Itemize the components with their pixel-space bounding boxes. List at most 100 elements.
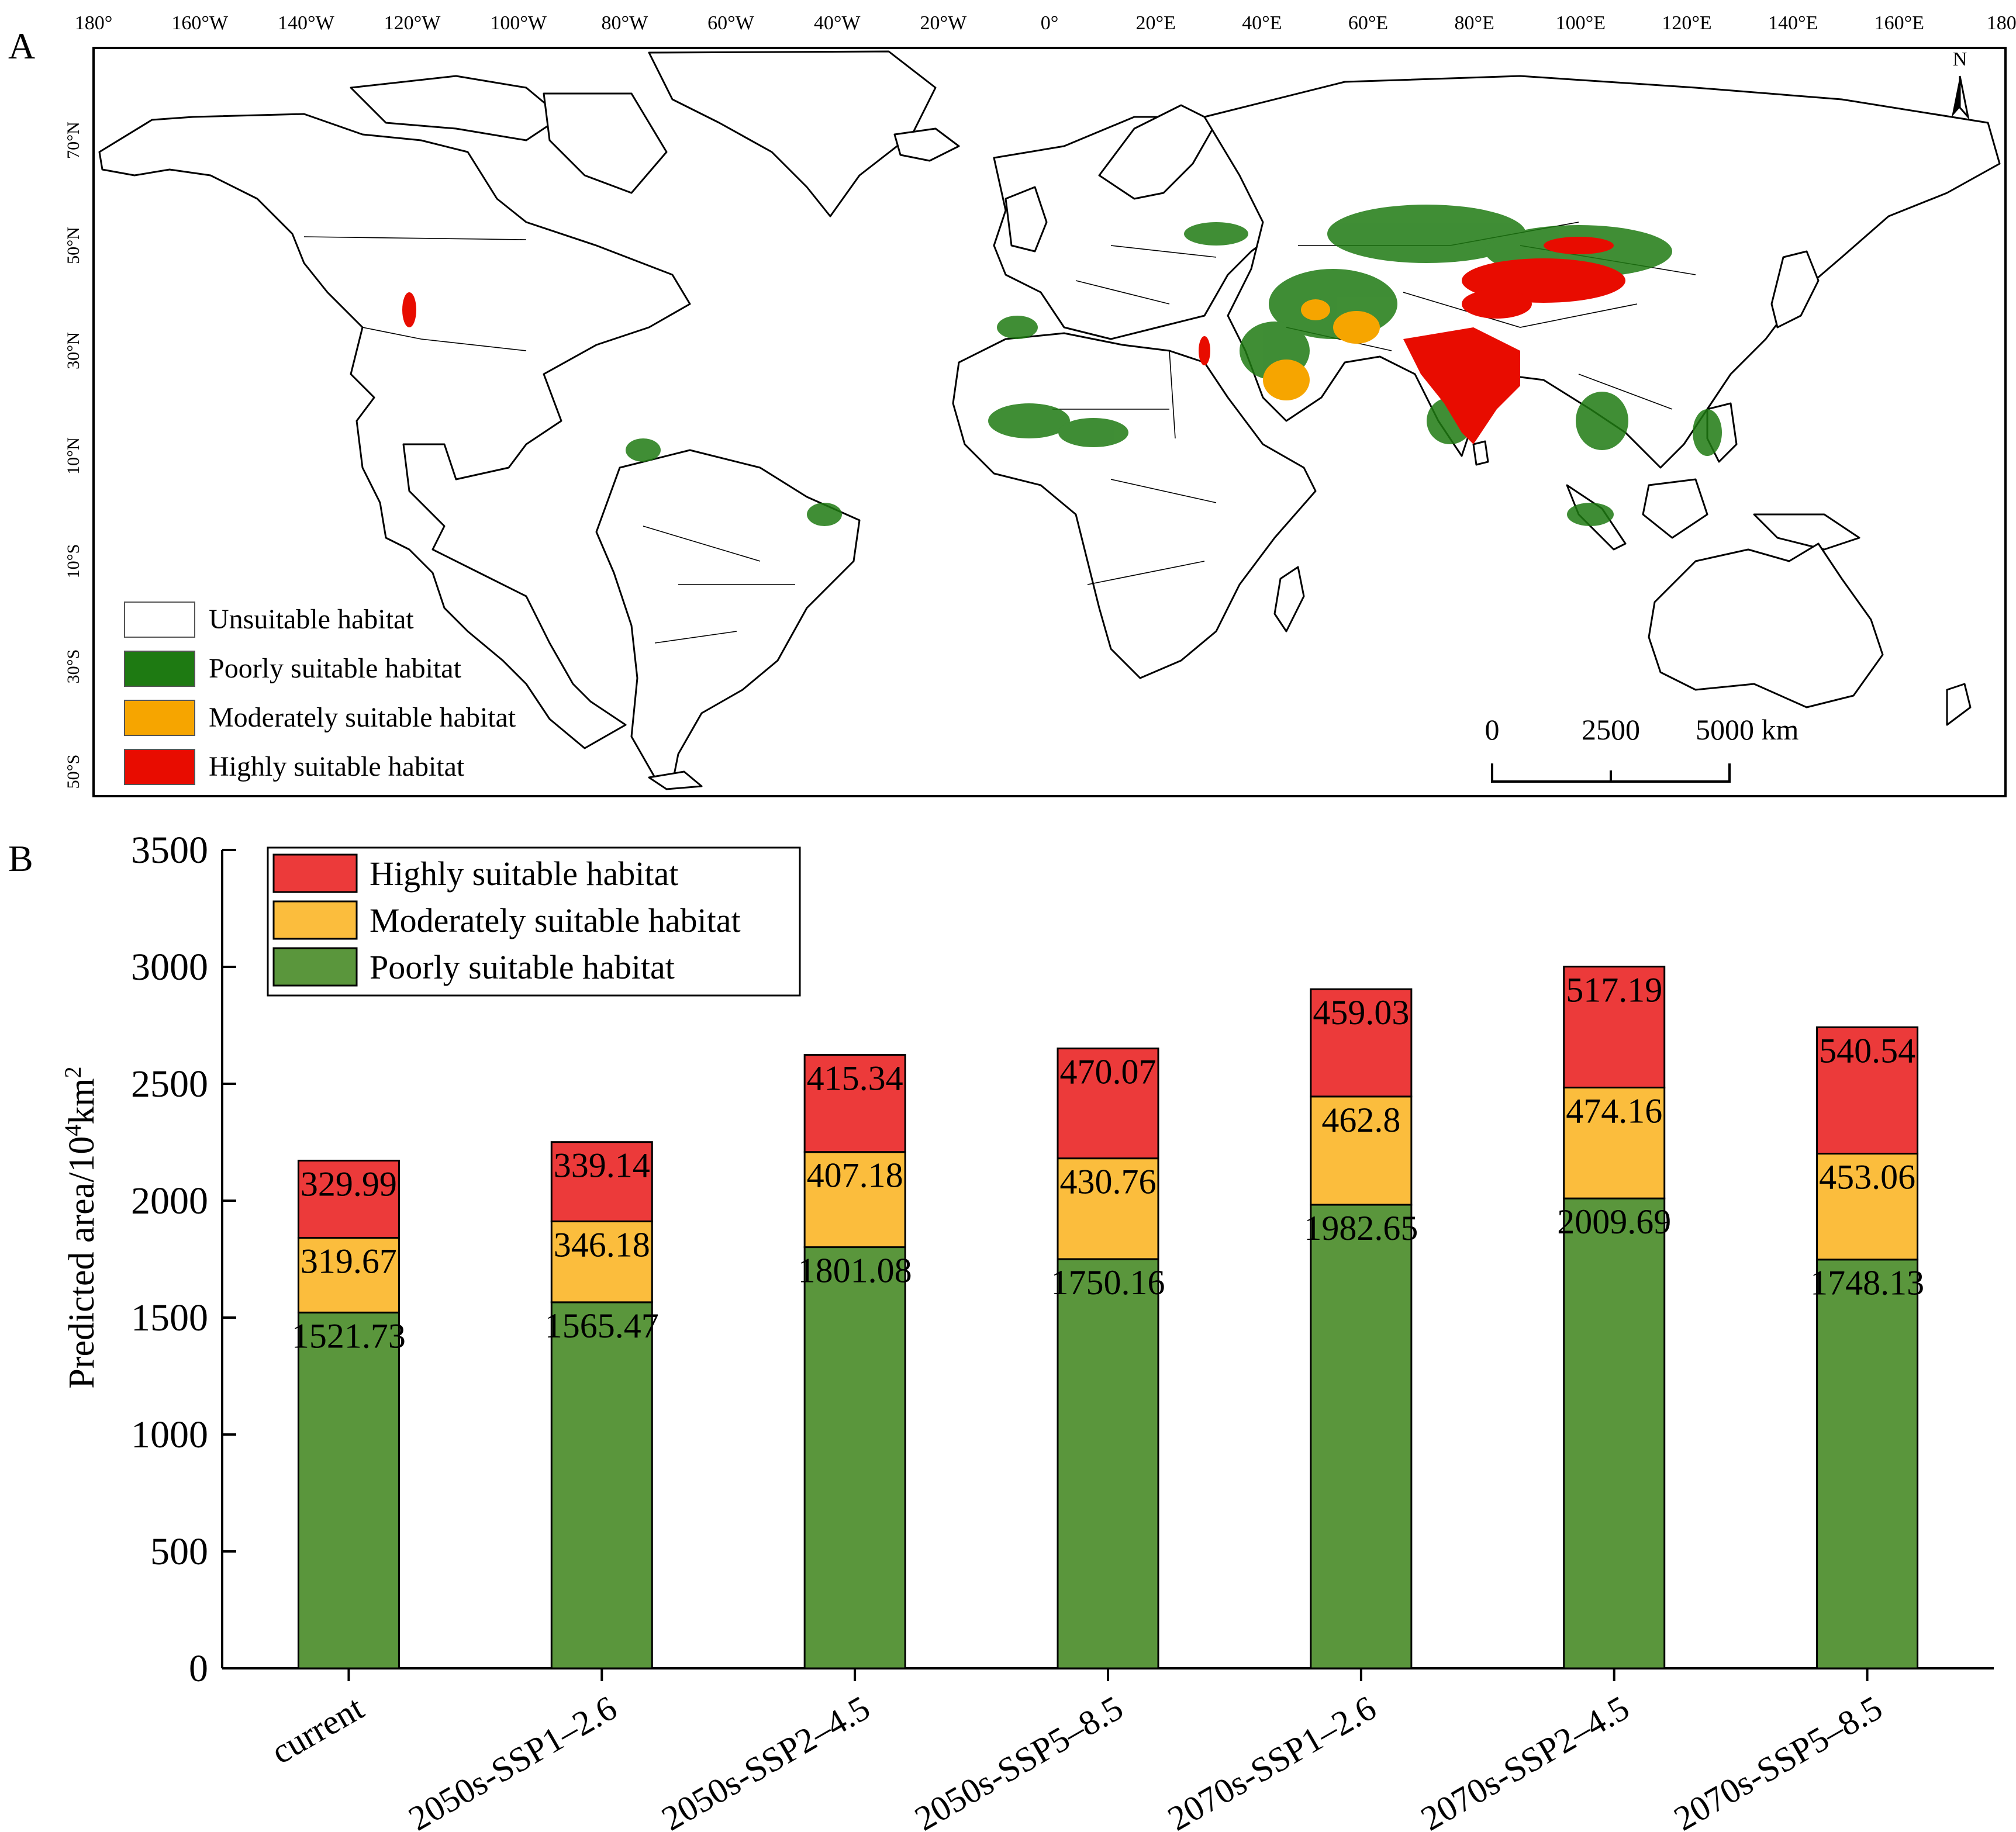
bar-value-label: 470.07	[1060, 1053, 1157, 1091]
longitude-label: 20°E	[1135, 12, 1175, 34]
longitude-label: 80°W	[601, 12, 648, 34]
longitude-label: 180°	[1987, 12, 2016, 34]
latitude-label: 10°N	[64, 437, 83, 475]
map-legend-swatch	[124, 602, 195, 638]
chart-legend-swatch	[272, 853, 358, 893]
bar-value-label: 1748.13	[1810, 1264, 1924, 1302]
y-tick-label: 3000	[131, 946, 208, 988]
latitude-label: 70°N	[64, 122, 83, 159]
y-tick-label: 2000	[131, 1180, 208, 1222]
longitude-label: 180°	[75, 12, 113, 34]
bar-value-label: 540.54	[1819, 1031, 1915, 1070]
landmass-greenland	[648, 50, 937, 217]
map-legend-label: Moderately suitable habitat	[209, 702, 516, 733]
bar-value-label: 1750.16	[1051, 1263, 1165, 1302]
bar-segment	[1563, 1197, 1666, 1669]
bar-value-label: 329.99	[301, 1164, 397, 1203]
y-tick-label: 500	[150, 1530, 208, 1573]
x-tick-label: 2070s-SSP5–8.5	[1668, 1688, 1889, 1832]
y-tick-label: 0	[189, 1647, 208, 1690]
bar-segment	[1816, 1026, 1919, 1155]
x-tick-label: 2050s-SSP2–4.5	[655, 1688, 876, 1832]
scale-label-5000: 5000 km	[1696, 713, 1799, 746]
map-legend-label: Unsuitable habitat	[209, 604, 414, 635]
map-legend-swatch	[124, 700, 195, 736]
bar-value-label: 407.18	[807, 1156, 903, 1195]
longitude-label: 60°W	[707, 12, 755, 34]
chart-legend-swatch	[272, 947, 358, 987]
bar-segment	[297, 1311, 400, 1669]
bar-segment	[1310, 1095, 1413, 1206]
bar-segment	[1816, 1259, 1919, 1669]
landmass-britain	[1004, 186, 1048, 253]
map-legend-label: Poorly suitable habitat	[209, 653, 462, 684]
x-tick-label: 2050s-SSP1–2.6	[402, 1688, 623, 1832]
country-borders	[303, 222, 1696, 644]
bar-value-label: 2009.69	[1557, 1202, 1671, 1241]
bar-segment	[803, 1054, 906, 1153]
bar-value-label: 1982.65	[1304, 1209, 1418, 1247]
landmass-baffin	[543, 92, 668, 194]
habitat-high-areas	[402, 237, 1625, 444]
landmass-canadian-arctic	[350, 75, 562, 141]
bar-value-label: 462.8	[1321, 1101, 1400, 1139]
longitude-label: 20°W	[920, 12, 967, 34]
landmass-sri-lanka	[1472, 440, 1489, 466]
longitude-label: 80°E	[1454, 12, 1494, 34]
bar-segment	[1563, 966, 1666, 1088]
longitude-label: 60°E	[1348, 12, 1388, 34]
x-tick-label: 2050s-SSP5–8.5	[908, 1688, 1129, 1832]
x-tick-label: current	[265, 1688, 370, 1771]
north-arrow-icon: N	[1952, 49, 1970, 120]
landmass-new-guinea	[1753, 513, 1860, 551]
panel-b-letter: B	[8, 838, 33, 879]
bar-value-label: 517.19	[1566, 971, 1662, 1010]
panel-a-letter: A	[8, 25, 35, 67]
panel-b-chart: B Predicted area/104km2 0 500 1000 1500 2000…	[8, 829, 1994, 1832]
latitude-label: 30°S	[64, 649, 83, 684]
landmass-new-zealand	[1946, 683, 1972, 726]
chart-legend-swatch	[272, 900, 358, 940]
longitude-label: 120°E	[1662, 12, 1711, 34]
landmass-madagascar	[1273, 566, 1305, 632]
longitude-label: 40°E	[1242, 12, 1282, 34]
chart-bars: 1521.73 319.67 329.99 1565.47 346.18 339.14 18…	[292, 966, 1924, 1669]
bar-value-label: 319.67	[301, 1242, 397, 1280]
landmass-south-tip	[648, 770, 703, 790]
bar-segment	[803, 1246, 906, 1669]
map-legend-label: Highly suitable habitat	[209, 751, 465, 782]
landmass-south-america	[595, 449, 861, 784]
bar-segment	[1310, 1204, 1413, 1669]
bar-value-label: 346.18	[554, 1225, 650, 1264]
scale-label-0: 0	[1485, 713, 1500, 746]
y-tick-label: 1500	[131, 1297, 208, 1339]
bar-segment	[297, 1236, 400, 1313]
y-tick-label: 2500	[131, 1063, 208, 1105]
latitude-label: 50°N	[64, 227, 83, 264]
landmass-north-america	[98, 113, 691, 749]
bar-segment	[550, 1141, 653, 1222]
landmass-australia	[1648, 542, 1884, 708]
landmass-japan	[1770, 250, 1820, 329]
bar-segment	[1057, 1258, 1159, 1669]
longitude-label: 140°W	[278, 12, 335, 34]
latitude-label: 50°S	[64, 755, 83, 789]
bar-segment	[550, 1301, 653, 1669]
habitat-moderate-areas	[1263, 299, 1380, 400]
panel-a-map: A 180° 160°W 140°W 120°W 100°W 80°W 60°W 40°W 20…	[8, 12, 2016, 797]
bar-value-label: 1801.08	[798, 1252, 912, 1290]
longitude-label: 160°W	[171, 12, 229, 34]
bar-value-label: 453.06	[1819, 1158, 1915, 1197]
map-legend-swatch	[124, 651, 195, 687]
landmass-borneo	[1642, 478, 1708, 539]
bar-value-label: 474.16	[1566, 1091, 1662, 1130]
bar-value-label: 430.76	[1060, 1163, 1157, 1201]
longitude-labels: 180° 160°W 140°W 120°W 100°W 80°W 60°W 40°W 20°W…	[75, 12, 2016, 34]
longitude-label: 0°	[1041, 12, 1059, 34]
y-tick-label: 3500	[131, 829, 208, 872]
bar-segment	[803, 1151, 906, 1249]
chart-legend: Highly suitable habitat Moderately suitab…	[267, 846, 801, 997]
longitude-label: 120°W	[384, 12, 441, 34]
bar-value-label: 415.34	[807, 1059, 903, 1098]
